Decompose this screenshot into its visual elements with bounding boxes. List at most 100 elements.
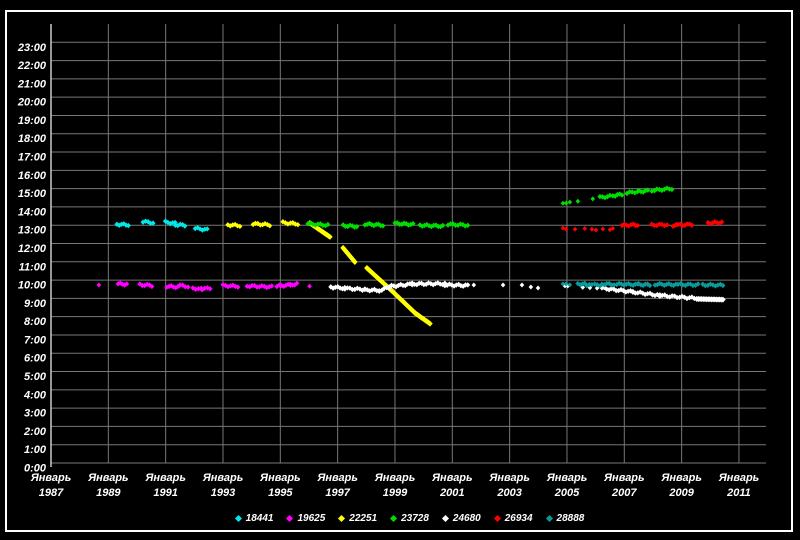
legend-diamond-icon (493, 514, 501, 523)
data-point (567, 199, 573, 205)
legend-item-19625: 19625 (286, 513, 326, 524)
data-point (352, 224, 358, 230)
data-point (352, 258, 358, 265)
data-point (235, 284, 241, 290)
y-tick-label: 1:00 (24, 444, 47, 456)
data-point (255, 220, 261, 227)
data-point (317, 221, 323, 227)
data-point (647, 282, 653, 289)
data-point (124, 281, 130, 287)
x-tick-month-label: Январь (202, 472, 244, 484)
data-point (325, 221, 331, 228)
legend-diamond-icon (338, 514, 346, 523)
data-point (264, 221, 270, 228)
y-tick-label: 8:00 (24, 316, 47, 328)
legend-item-23728: 23728 (390, 513, 429, 524)
legend-item-28888: 28888 (545, 513, 585, 524)
data-point (645, 187, 651, 193)
legend-label: 26934 (504, 513, 533, 524)
data-point (237, 223, 243, 230)
data-point (563, 226, 569, 232)
data-point (269, 283, 275, 289)
x-tick-month-label: Январь (718, 472, 760, 484)
data-point (560, 225, 566, 231)
data-point (257, 222, 263, 228)
x-tick-year-label: 1987 (39, 487, 64, 499)
data-point (604, 193, 610, 200)
data-point (563, 281, 569, 287)
data-point (320, 222, 326, 229)
data-point (586, 281, 592, 288)
y-tick-label: 10:00 (18, 280, 47, 292)
data-point (719, 219, 725, 225)
data-point (563, 200, 569, 206)
data-point (230, 222, 236, 228)
data-point (689, 222, 695, 229)
y-tick-label: 15:00 (18, 188, 47, 200)
y-tick-label: 16:00 (18, 170, 47, 182)
data-point (593, 227, 599, 233)
x-tick-month-label: Январь (374, 472, 416, 484)
x-tick-month-label: Январь (30, 472, 72, 484)
y-tick-label: 0:00 (24, 463, 47, 475)
legend-label: 23728 (401, 513, 429, 524)
legend-diamond-icon (441, 514, 449, 523)
data-point (720, 282, 726, 289)
x-tick-month-label: Январь (488, 472, 530, 484)
data-point (182, 223, 188, 229)
data-point (175, 222, 181, 229)
data-point (167, 220, 173, 227)
data-point (560, 200, 566, 206)
data-point (720, 296, 726, 303)
data-point (635, 222, 641, 229)
data-point (619, 192, 625, 198)
data-point (669, 186, 675, 193)
data-point (465, 222, 471, 229)
x-tick-year-label: 1989 (96, 487, 121, 499)
x-tick-month-label: Январь (603, 472, 645, 484)
x-tick-month-label: Январь (660, 472, 702, 484)
data-point (465, 282, 471, 288)
data-point (614, 191, 620, 198)
data-point (204, 226, 210, 232)
data-point (150, 220, 156, 226)
legend-label: 18441 (245, 513, 274, 524)
x-tick-year-label: 1995 (268, 487, 293, 499)
x-tick-year-label: 1997 (325, 487, 350, 499)
legend-diamond-icon (390, 514, 398, 523)
data-point (600, 226, 606, 232)
series-18441 (114, 218, 210, 233)
x-tick-year-label: 2001 (439, 487, 464, 499)
data-point (140, 219, 146, 225)
legend-label: 28888 (556, 513, 585, 524)
data-point (440, 222, 446, 229)
data-point (528, 284, 534, 290)
series-26934 (560, 219, 725, 233)
data-point (500, 282, 506, 288)
data-point (471, 282, 477, 288)
data-point (695, 281, 701, 287)
data-point (656, 186, 662, 193)
y-tick-label: 9:00 (24, 298, 47, 310)
x-tick-year-label: 2003 (496, 487, 521, 499)
data-point (610, 225, 616, 231)
data-point (651, 222, 657, 229)
data-point (182, 284, 188, 290)
data-point (607, 192, 613, 199)
y-tick-label: 20:00 (17, 97, 47, 109)
data-point (594, 285, 600, 291)
series-28888 (560, 280, 726, 289)
y-tick-label: 11:00 (19, 261, 47, 273)
legend-diamond-icon (545, 514, 553, 523)
data-point (227, 223, 233, 229)
data-point (114, 221, 120, 227)
series-23728 (305, 185, 675, 230)
data-point (575, 198, 581, 204)
data-point (295, 221, 301, 228)
y-tick-label: 19:00 (18, 115, 47, 127)
grid-horizontal (51, 41, 766, 464)
legend-diamond-icon (234, 514, 242, 523)
x-tick-month-label: Январь (546, 472, 588, 484)
legend-label: 19625 (297, 513, 326, 524)
data-point (589, 226, 595, 232)
